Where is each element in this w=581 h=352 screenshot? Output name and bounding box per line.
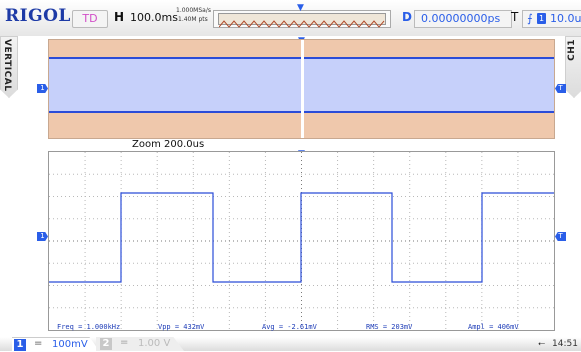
measure-vpp: Vpp = 432mV xyxy=(158,323,205,331)
zoom-waveform-pane[interactable] xyxy=(48,151,555,331)
timebase-value[interactable]: 100.0ms xyxy=(130,11,178,24)
ch1-menu-tab[interactable]: CH1 xyxy=(565,36,581,98)
trigger-label: T xyxy=(511,10,519,24)
zoom-waveform-graph xyxy=(49,152,554,330)
upper-trigger-level-marker[interactable]: T xyxy=(555,84,566,93)
status-bar: RIGOL TD H 100.0ms 1.000MSa/s 1.40M pts … xyxy=(0,0,581,36)
trigger-status-badge[interactable]: TD xyxy=(72,10,108,28)
rising-edge-icon: ⨍ xyxy=(527,12,533,25)
ch1-tab-label: CH1 xyxy=(567,39,577,61)
ch2-coupling: = xyxy=(120,337,129,348)
ch1-number: 1 xyxy=(14,339,26,351)
vertical-tab-label: VERTICAL xyxy=(2,39,12,92)
overview-trigger-icon: ▼ xyxy=(297,3,304,13)
lower-channel-marker[interactable]: 1 xyxy=(37,232,48,241)
brand-logo: RIGOL xyxy=(5,6,71,26)
overview-waveform xyxy=(218,20,385,28)
ch1-coupling: = xyxy=(34,338,43,349)
clock: 14:51 xyxy=(552,339,578,349)
delay-label: D xyxy=(402,10,412,24)
trigger-level: 10.0uV xyxy=(550,12,581,25)
sample-rate: 1.000MSa/s xyxy=(176,7,211,14)
ch1-scale: 100mV xyxy=(52,339,88,350)
trigger-status-text: TD xyxy=(82,12,98,25)
ch2-scale: 1.00 V xyxy=(138,338,171,349)
delay-value: 0.00000000ps xyxy=(421,12,501,25)
memory-depth: 1.40M pts xyxy=(178,16,208,23)
ch2-number: 2 xyxy=(100,338,112,350)
trigger-source-icon: 1 xyxy=(537,13,546,24)
ch1-status-tab[interactable]: 1 = 100mV xyxy=(12,337,100,352)
horizontal-label: H xyxy=(114,10,125,24)
lower-trigger-level-marker[interactable]: T xyxy=(555,232,566,241)
zoom-window-marker[interactable] xyxy=(301,40,304,138)
vertical-menu-tab[interactable]: VERTICAL xyxy=(0,36,18,98)
measure-rms: RMS = 203mV xyxy=(366,323,413,331)
delay-field[interactable]: 0.00000000ps xyxy=(414,10,512,28)
memory-overview[interactable] xyxy=(213,10,391,28)
overview-waveform-pane[interactable] xyxy=(48,39,555,139)
usb-icon: ⭠ xyxy=(538,339,546,349)
measure-freq: Freq = 1.000kHz xyxy=(57,323,121,331)
measure-avg: Avg = -2.61mV xyxy=(262,323,317,331)
measure-ampl: Ampl = 406mV xyxy=(468,323,519,331)
trigger-settings[interactable]: ⨍ 1 10.0uV xyxy=(522,10,581,28)
ch1-waveform xyxy=(49,192,554,283)
ch2-status-tab[interactable]: 2 = 1.00 V xyxy=(96,337,184,351)
zoom-timebase-label: Zoom 200.0us xyxy=(132,139,205,150)
upper-channel-marker[interactable]: 1 xyxy=(37,84,48,93)
overview-window xyxy=(218,13,386,28)
